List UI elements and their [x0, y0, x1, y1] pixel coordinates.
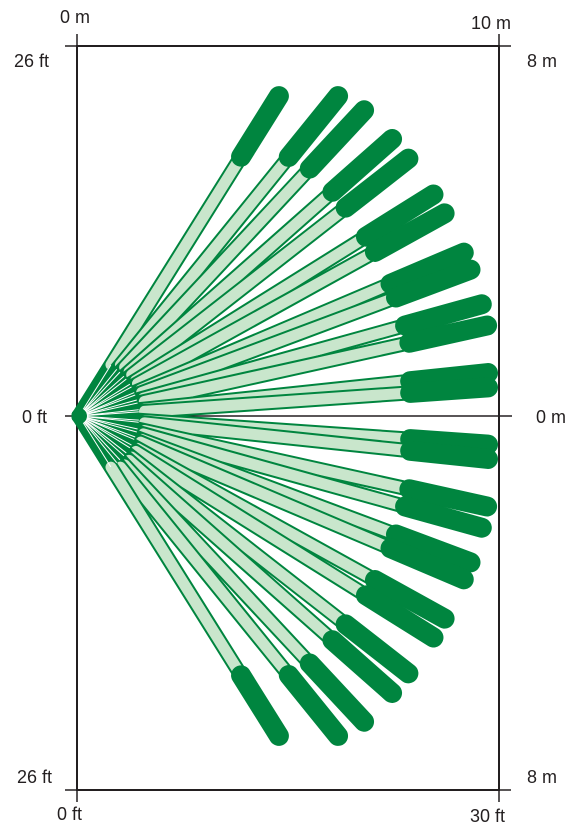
beam-center-line: [84, 420, 127, 454]
beam-light-zone: [138, 387, 412, 417]
beam-light-zone: [126, 204, 349, 381]
beam-dark-zone: [322, 630, 403, 703]
beam-center-line: [86, 418, 135, 440]
label-bottom-right-ft: 30 ft: [470, 806, 505, 826]
beam-center-line: [85, 383, 131, 413]
beam-light-zone: [105, 461, 245, 678]
beam-light-zone: [130, 445, 369, 599]
beam-center-line: [85, 419, 131, 449]
label-right-bottom-m: 8 m: [527, 767, 557, 787]
label-bottom-left-ft: 0 ft: [57, 804, 82, 824]
beam-dark-zone: [322, 129, 403, 202]
beam-light-zone: [138, 338, 411, 408]
beam-dark-zone: [335, 148, 419, 218]
beam-center-line: [86, 417, 138, 430]
beam-light-zone: [105, 154, 245, 371]
beam-dark-zone: [400, 377, 498, 403]
beam-center-line: [83, 421, 118, 463]
beam-dark-zone: [231, 665, 289, 746]
beam-center-line: [86, 409, 139, 416]
beam-dark-zone: [399, 315, 498, 353]
beam-light-zone: [138, 417, 412, 456]
beam-center-line: [86, 418, 136, 438]
beam-dark-zone: [380, 242, 474, 294]
beam-center-line: [85, 386, 132, 413]
beam-dark-zone: [385, 259, 481, 308]
label-top-left-m: 0 m: [60, 7, 90, 27]
beam-center-line: [86, 416, 139, 421]
beam-dark-zone: [385, 524, 481, 573]
beam-dark-zone: [380, 538, 474, 590]
label-right-mid-m: 0 m: [536, 407, 566, 427]
beam-dark-zone: [364, 570, 455, 629]
label-left-mid-ft: 0 ft: [22, 407, 47, 427]
beam-center-line: [86, 411, 139, 416]
beam-dark-zone: [278, 86, 349, 167]
beam-dark-zone: [278, 665, 349, 746]
beam-light-zone: [135, 436, 393, 553]
beam-dark-zone: [355, 184, 444, 247]
beam-dark-zone: [299, 653, 375, 732]
beam-center-line: [83, 369, 118, 411]
beam-light-zone: [131, 248, 377, 390]
beam-light-zone: [119, 165, 313, 373]
beam-center-line: [86, 417, 137, 433]
beam-center-line: [86, 416, 139, 423]
beam-light-zone: [136, 293, 398, 399]
beam-center-line: [82, 422, 112, 468]
beam-center-line: [86, 402, 138, 415]
beam-light-zone: [137, 428, 407, 511]
beam-light-zone: [114, 154, 292, 371]
beam-dark-zone: [400, 363, 498, 392]
label-top-right-m: 10 m: [471, 13, 511, 33]
label-left-top-ft: 26 ft: [14, 51, 49, 71]
beam-dark-zone: [395, 496, 492, 538]
beam-center-line: [84, 371, 121, 411]
beam-dark-zone: [400, 440, 498, 469]
beam-dark-zone: [364, 203, 455, 262]
beam-dark-zone: [335, 614, 419, 684]
beam-center-line: [84, 375, 125, 412]
scale-labels: 0 m 10 m 26 ft 8 m 0 ft 0 m 26 ft 8 m 0 …: [14, 7, 566, 826]
beam-center-line: [84, 420, 125, 457]
beam-light-zone: [119, 459, 313, 667]
beam-center-line: [84, 421, 121, 461]
beam-separators: [82, 364, 139, 468]
label-right-top-m: 8 m: [527, 51, 557, 71]
beam-dark-zone: [355, 585, 444, 648]
beam-dark-zone: [400, 429, 498, 455]
beam-light-zone: [123, 454, 335, 644]
beam-dark-zone: [399, 479, 498, 517]
label-left-bottom-ft: 26 ft: [17, 767, 52, 787]
beam-dark-zone: [395, 294, 492, 336]
beam-center-line: [82, 364, 112, 410]
beam-center-line: [86, 394, 136, 414]
beam-dark-zone: [299, 100, 375, 179]
beam-dark-zone: [231, 86, 289, 167]
beam-center-line: [86, 392, 135, 414]
beam-light-zone: [114, 461, 292, 678]
beam-center-line: [84, 378, 127, 412]
beam-center-line: [85, 419, 132, 446]
beam-center-line: [86, 399, 137, 415]
detection-beams: [71, 86, 498, 746]
